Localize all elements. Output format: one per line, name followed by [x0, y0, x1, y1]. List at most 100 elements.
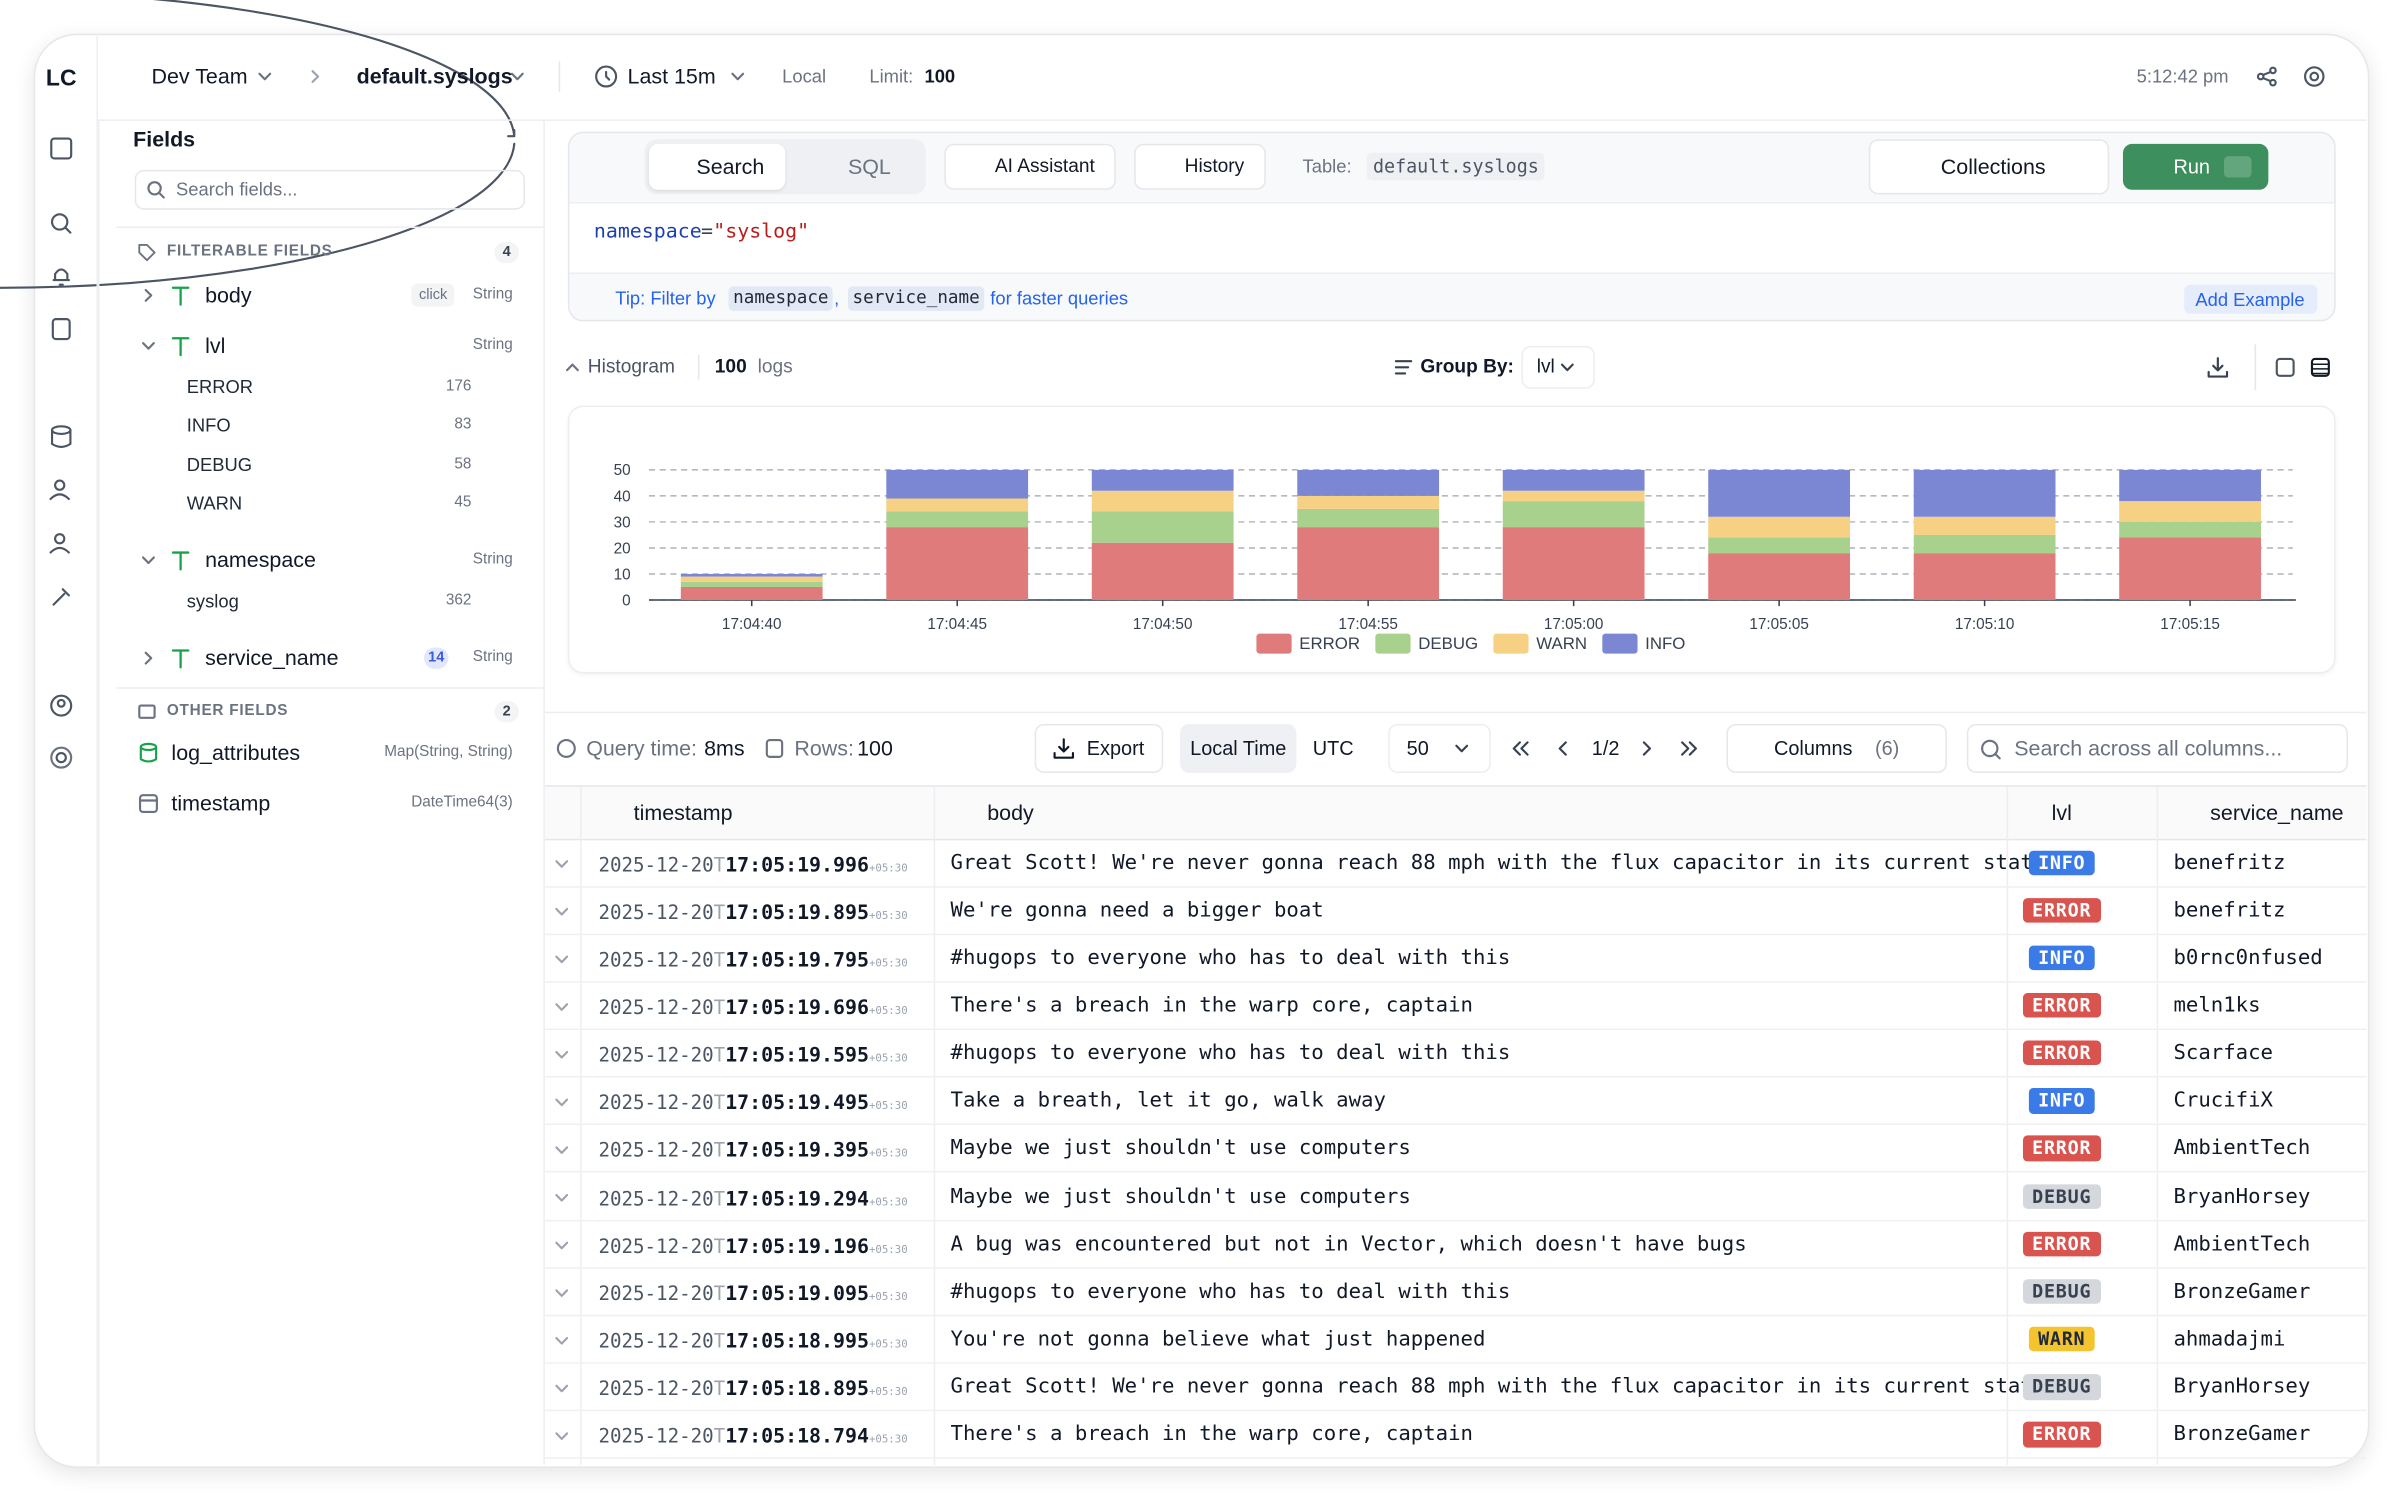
service-cell: AmbientTech [2173, 1136, 2311, 1161]
add-example-button[interactable] [2184, 284, 2318, 314]
tip-code: service_name [847, 286, 985, 311]
field-value[interactable]: DEBUG [186, 453, 253, 476]
timestamp-tz: +05:30 [868, 957, 908, 970]
service-cell: Scarface [2173, 1040, 2273, 1066]
level-badge: ERROR [2022, 1231, 2101, 1257]
timestamp-time: 17:05:19.294 [725, 1187, 869, 1211]
timestamp-date: 2025-12-20 [598, 1043, 714, 1067]
timestamp-time: 17:05:19.795 [725, 949, 869, 973]
row-border [544, 1409, 2367, 1412]
query-key: namespace [593, 220, 702, 244]
service-cell: b0rnc0nfused [2173, 945, 2323, 970]
timestamp-cell: 2025-12-20T17:05:19.895+05:30 [598, 896, 907, 925]
timestamp-sep: T [713, 1376, 726, 1400]
timestamp-sep: T [713, 852, 726, 876]
field-name[interactable]: lvl [205, 333, 226, 358]
column-header[interactable]: service_name [2210, 799, 2344, 825]
collections-button[interactable] [1868, 139, 2110, 195]
timestamp-sep: T [713, 1329, 726, 1353]
level-badge: DEBUG [2022, 1183, 2101, 1209]
timestamp-time: 17:05:19.895 [725, 901, 869, 925]
timestamp-cell: 2025-12-20T17:05:18.895+05:30 [598, 1372, 907, 1401]
column-search[interactable] [1966, 723, 2348, 773]
timestamp-time: 17:05:18.995 [725, 1330, 869, 1354]
placeholder: Search across all columns... [2014, 735, 2283, 761]
group-value: lvl [1536, 355, 1555, 378]
timestamp-time: 17:05:18.895 [725, 1378, 869, 1402]
section-title[interactable]: Histogram [587, 355, 675, 378]
row-border [544, 885, 2367, 887]
export-button[interactable] [1034, 723, 1164, 773]
timestamp-cell: 2025-12-20T17:05:19.696+05:30 [598, 991, 907, 1020]
button-label: Columns [1773, 736, 1853, 760]
table-label: Table: [1302, 155, 1352, 178]
divider [697, 355, 700, 380]
group-select[interactable] [1521, 345, 1595, 389]
timezone: Local [782, 65, 827, 87]
column-header[interactable]: body [987, 799, 1034, 825]
count: 2 [502, 703, 511, 720]
history-button[interactable] [1134, 143, 1266, 190]
button-label: Collections [1940, 153, 2046, 179]
level-badge: ERROR [2022, 1422, 2101, 1448]
section-title: OTHER FIELDS [166, 702, 289, 720]
field-name[interactable]: log_attributes [171, 740, 301, 765]
field-name[interactable]: service_name [205, 645, 339, 670]
page-size-select[interactable] [1388, 723, 1491, 773]
timestamp-sep: T [713, 900, 726, 924]
field-value-count: 176 [445, 378, 472, 395]
org-selector[interactable]: Dev Team [151, 63, 248, 89]
timestamp-sep: T [713, 1233, 726, 1257]
service-cell: BryanHorsey [2173, 1374, 2311, 1400]
divider [544, 711, 2367, 714]
service-cell: BronzeGamer [2173, 1279, 2311, 1304]
field-type: String [472, 336, 513, 354]
search-input[interactable] [134, 169, 525, 210]
toggle-label[interactable]: UTC [1312, 736, 1354, 760]
level-badge: WARN [2028, 1326, 2095, 1352]
time-range[interactable]: Last 15m [627, 63, 716, 89]
body-cell: A bug was encountered but not in Vector,… [950, 1231, 1747, 1257]
service-cell: benefritz [2173, 897, 2286, 923]
run-button[interactable] [2122, 143, 2269, 190]
field-name[interactable]: namespace [205, 547, 316, 572]
local-time-toggle[interactable] [1180, 723, 1297, 773]
count-badge [494, 701, 519, 723]
table-selector[interactable]: default.syslogs [356, 63, 513, 89]
level-badge: INFO [2028, 1088, 2095, 1114]
tab[interactable]: Search [696, 153, 765, 179]
field-value[interactable]: ERROR [186, 376, 254, 398]
columns-count: (6) [1874, 736, 1900, 760]
rows-label: Rows: [794, 735, 854, 761]
button-label: Run [2173, 154, 2210, 178]
timestamp-date: 2025-12-20 [598, 1329, 714, 1353]
level-badge: ERROR [2022, 897, 2101, 923]
ai-button[interactable] [944, 143, 1116, 190]
divider [116, 687, 544, 689]
count-badge [494, 241, 519, 264]
body-cell: There's a breach in the warp core, capta… [950, 993, 1474, 1018]
field-name[interactable]: body [205, 282, 252, 308]
tab[interactable]: SQL [847, 153, 891, 179]
timestamp-time: 17:05:19.395 [725, 1140, 869, 1164]
timestamp-date: 2025-12-20 [598, 1233, 714, 1257]
field-value[interactable]: INFO [186, 414, 231, 437]
shortcut-chip [2223, 156, 2252, 178]
service-cell: BronzeGamer [2173, 1422, 2311, 1447]
column-header[interactable]: timestamp [633, 799, 733, 825]
tab-active[interactable] [648, 143, 786, 190]
placeholder: Search fields... [176, 178, 298, 201]
field-type: String [472, 648, 513, 666]
column-header[interactable]: lvl [2051, 799, 2072, 825]
query-editor[interactable] [569, 202, 2335, 274]
field-value[interactable]: syslog [186, 590, 239, 612]
timestamp-cell: 2025-12-20T17:05:19.294+05:30 [598, 1182, 907, 1211]
divider [2254, 344, 2257, 391]
timestamp-date: 2025-12-20 [598, 1424, 714, 1448]
field-value[interactable]: WARN [186, 492, 243, 514]
field-type: String [472, 551, 513, 568]
timestamp-date: 2025-12-20 [598, 1186, 714, 1210]
field-name[interactable]: timestamp [171, 790, 271, 816]
columns-button[interactable] [1726, 723, 1947, 773]
